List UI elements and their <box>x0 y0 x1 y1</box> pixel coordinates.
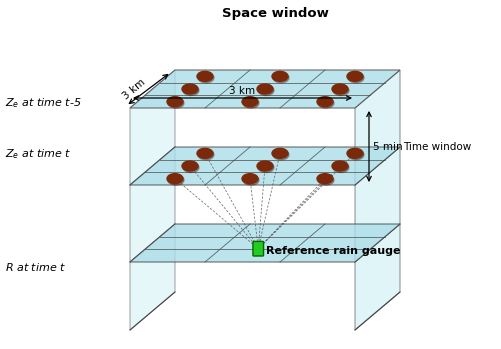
Ellipse shape <box>272 148 288 158</box>
Ellipse shape <box>241 174 258 184</box>
Ellipse shape <box>331 84 347 94</box>
Ellipse shape <box>317 98 333 108</box>
Polygon shape <box>130 70 175 330</box>
Ellipse shape <box>272 71 288 81</box>
Ellipse shape <box>347 150 363 160</box>
Text: Reference rain gauge: Reference rain gauge <box>266 246 400 256</box>
Ellipse shape <box>332 86 348 96</box>
Text: Space window: Space window <box>221 7 328 20</box>
Polygon shape <box>130 224 399 262</box>
Ellipse shape <box>317 175 333 185</box>
Ellipse shape <box>167 97 183 107</box>
Polygon shape <box>130 70 399 108</box>
Polygon shape <box>354 70 399 330</box>
Ellipse shape <box>258 163 274 172</box>
Ellipse shape <box>316 97 332 107</box>
Text: $R$ at time $t$: $R$ at time $t$ <box>5 261 66 273</box>
Ellipse shape <box>168 175 184 185</box>
Text: Time window: Time window <box>402 141 470 151</box>
Ellipse shape <box>182 161 197 171</box>
Ellipse shape <box>332 163 348 172</box>
Ellipse shape <box>168 98 184 108</box>
Ellipse shape <box>258 86 274 96</box>
Ellipse shape <box>183 163 198 172</box>
Ellipse shape <box>346 148 362 158</box>
Ellipse shape <box>273 150 289 160</box>
Text: $Z_e$ at time $t$-5: $Z_e$ at time $t$-5 <box>5 96 82 110</box>
Ellipse shape <box>316 174 332 184</box>
Ellipse shape <box>331 161 347 171</box>
Ellipse shape <box>241 97 258 107</box>
Text: $Z_e$ at time $t$: $Z_e$ at time $t$ <box>5 148 72 161</box>
Ellipse shape <box>183 86 198 96</box>
Ellipse shape <box>197 73 213 83</box>
Text: 3 km: 3 km <box>121 77 147 101</box>
Ellipse shape <box>242 98 259 108</box>
Polygon shape <box>130 147 399 185</box>
Ellipse shape <box>196 148 212 158</box>
Ellipse shape <box>196 71 212 81</box>
Ellipse shape <box>182 84 197 94</box>
Ellipse shape <box>257 84 273 94</box>
FancyBboxPatch shape <box>253 242 263 256</box>
Text: 3 km: 3 km <box>229 86 255 96</box>
Ellipse shape <box>167 174 183 184</box>
Ellipse shape <box>257 161 273 171</box>
Ellipse shape <box>346 71 362 81</box>
Ellipse shape <box>197 150 213 160</box>
Ellipse shape <box>347 73 363 83</box>
Text: 5 min: 5 min <box>372 141 402 151</box>
Ellipse shape <box>242 175 259 185</box>
Ellipse shape <box>273 73 289 83</box>
